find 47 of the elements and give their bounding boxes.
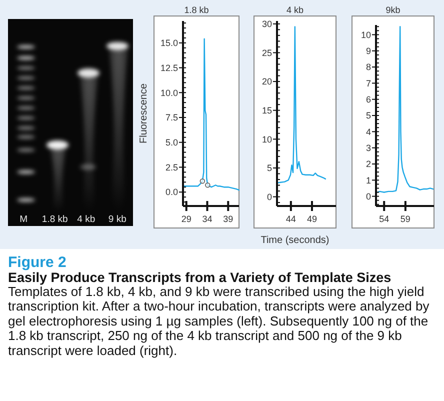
y-tick-label: 7.5 (165, 112, 178, 123)
y-tick-label: 7 (366, 78, 371, 88)
text: Templates of 1.8 kb, 4 kb, and 9 kb were transcribed using the high yield transcription kit. After a two-hour incubation, transcripts were analyzed by gel electrophoresis using 1 µg samples (left). Subsequently 100 ng of the 1.8 kb transcript, 250 ng of the 4 kb transcript and 500 ng of the 9 kb transcript were loaded (right). (8, 284, 430, 358)
text: 1.8 kb (42, 214, 68, 225)
y-tick-label: 10.0 (160, 88, 178, 98)
y-tick-label: 10 (262, 134, 272, 144)
x-tick-label: 59 (400, 214, 410, 224)
y-tick-label: 2.5 (165, 162, 178, 172)
text: 4 kb (77, 214, 96, 225)
y-tick-label: 4 (366, 126, 371, 137)
x-tick-label: 54 (379, 214, 390, 224)
chart-title: 9kb (386, 5, 400, 15)
y-axis-title: Fluorescence (138, 83, 150, 144)
x-axis-title: Time (seconds) (260, 235, 330, 246)
text: M (20, 214, 28, 225)
chart-title: 4 kb (286, 5, 304, 15)
y-tick-label: 3 (366, 142, 371, 153)
y-tick-label: 1 (366, 175, 371, 186)
y-tick-label: 6 (366, 94, 371, 104)
y-tick-label: 0.0 (165, 187, 178, 198)
x-tick-label: 49 (306, 214, 317, 224)
y-tick-label: 30 (262, 19, 272, 30)
y-tick-label: 12.5 (160, 62, 178, 73)
y-tick-label: 8 (366, 62, 371, 72)
y-tick-label: 0 (366, 191, 371, 202)
y-tick-label: 5 (366, 110, 371, 121)
y-tick-label: 5 (266, 163, 272, 174)
line-series (182, 38, 240, 191)
y-tick-label: 10 (360, 30, 371, 40)
x-tick-label: 44 (286, 214, 296, 224)
y-tick-label: 25 (262, 48, 272, 58)
line-series (376, 26, 434, 193)
chart-title: 1.8 kb (184, 5, 209, 15)
y-tick-label: 5.0 (165, 137, 178, 148)
y-tick-label: 2 (366, 159, 371, 170)
y-tick-label: 20 (262, 76, 272, 87)
line-series (276, 26, 326, 184)
y-tick-label: 15 (262, 105, 272, 116)
x-tick-label: 34 (202, 214, 212, 224)
y-tick-label: 0 (266, 192, 272, 202)
text: Figure 2 (8, 254, 66, 271)
text: Easily Produce Transcripts from a Variety of Template Sizes (8, 270, 392, 285)
y-tick-label: 15.0 (160, 38, 178, 48)
x-tick-label: 39 (223, 214, 234, 224)
text: 9 kb (108, 214, 126, 225)
x-tick-label: 29 (181, 214, 192, 224)
y-tick-label: 9 (366, 46, 371, 56)
